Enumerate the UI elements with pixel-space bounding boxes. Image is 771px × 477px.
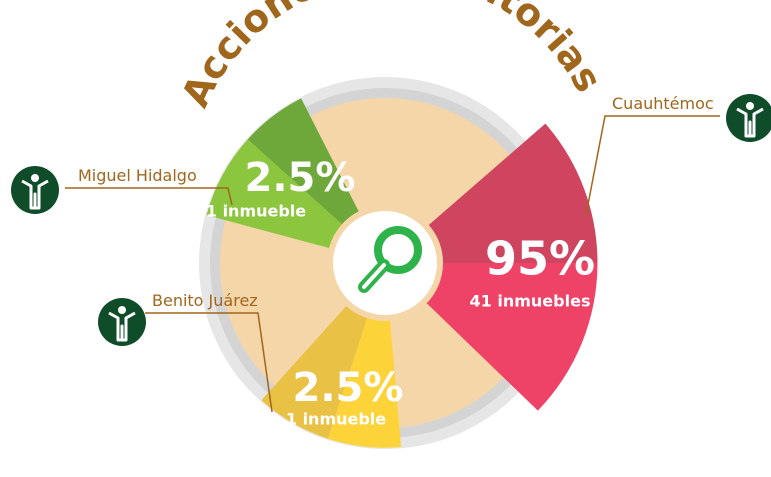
callout-label: Cuauhtémoc xyxy=(612,94,714,113)
wedge-main xyxy=(261,306,368,439)
sub-label: 1 inmueble xyxy=(286,410,386,429)
wedge xyxy=(426,123,598,411)
person-icon xyxy=(11,166,59,214)
icon-bg xyxy=(726,94,771,142)
callout-label: Miguel Hidalgo xyxy=(78,166,197,185)
icon-bg xyxy=(11,166,59,214)
icon-body xyxy=(108,311,136,342)
wedge-main xyxy=(426,263,598,411)
person-icon xyxy=(726,94,771,142)
sub-label: 41 inmuebles xyxy=(470,292,591,311)
icon-head xyxy=(118,306,126,314)
search-icon xyxy=(358,226,422,293)
wedge-shade xyxy=(428,123,598,263)
wedge-shade xyxy=(327,318,402,448)
icon-bg xyxy=(98,298,146,346)
callouts xyxy=(65,115,720,413)
wedge-main xyxy=(247,98,359,225)
icon-head xyxy=(31,174,39,182)
wedge xyxy=(206,98,359,248)
wedge-shade xyxy=(206,139,342,248)
value-label: 95% xyxy=(485,232,595,286)
wedges xyxy=(206,98,598,448)
sub-label: 1 inmueble xyxy=(206,202,306,221)
value-label: 2.5% xyxy=(293,365,404,411)
value-label: 2.5% xyxy=(245,155,356,201)
wedge xyxy=(261,306,402,448)
icon-body xyxy=(736,107,764,138)
callout-label: Benito Juárez xyxy=(152,291,258,310)
person-icon xyxy=(98,298,146,346)
icon-head xyxy=(746,102,754,110)
icon-body xyxy=(21,179,49,210)
